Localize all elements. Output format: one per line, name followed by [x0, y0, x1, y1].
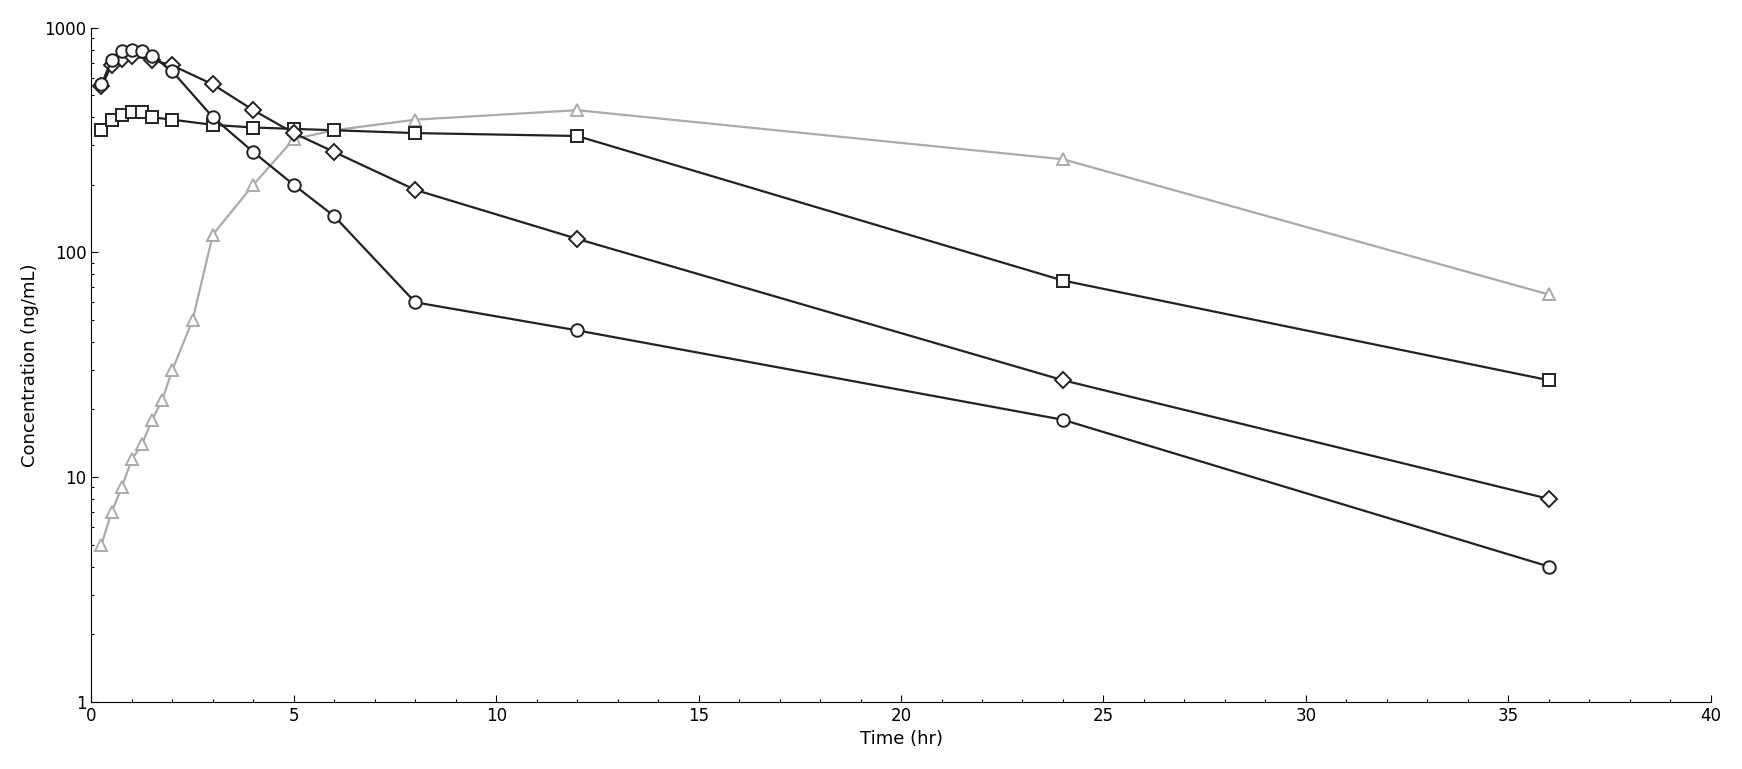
Circle (black) - metabolite immediate: [284, 180, 305, 189]
Triangle (gray) - extended release tramadol: [111, 483, 132, 492]
Diamond (black) - metabolite extended: [162, 61, 183, 70]
Circle (black) - metabolite immediate: [91, 80, 111, 89]
Line: Triangle (gray) - extended release tramadol: Triangle (gray) - extended release trama…: [96, 104, 1556, 551]
Diamond (black) - metabolite extended: [404, 185, 425, 195]
Diamond (black) - metabolite extended: [324, 148, 345, 157]
Square (black) - immediate release tramadol: [202, 120, 223, 129]
Triangle (gray) - extended release tramadol: [1052, 155, 1073, 164]
Line: Circle (black) - metabolite immediate: Circle (black) - metabolite immediate: [96, 43, 1556, 573]
Diamond (black) - metabolite extended: [202, 80, 223, 89]
Circle (black) - metabolite immediate: [404, 298, 425, 307]
Triangle (gray) - extended release tramadol: [141, 415, 162, 424]
Triangle (gray) - extended release tramadol: [132, 440, 153, 449]
Triangle (gray) - extended release tramadol: [122, 454, 143, 464]
Diamond (black) - metabolite extended: [101, 61, 122, 70]
Diamond (black) - metabolite extended: [141, 55, 162, 65]
Diamond (black) - metabolite extended: [1052, 375, 1073, 384]
Circle (black) - metabolite immediate: [1538, 562, 1559, 571]
X-axis label: Time (hr): Time (hr): [859, 731, 942, 748]
Circle (black) - metabolite immediate: [141, 52, 162, 61]
Diamond (black) - metabolite extended: [91, 82, 111, 91]
Triangle (gray) - extended release tramadol: [1538, 290, 1559, 299]
Circle (black) - metabolite immediate: [101, 55, 122, 65]
Circle (black) - metabolite immediate: [132, 46, 153, 55]
Square (black) - immediate release tramadol: [162, 115, 183, 125]
Diamond (black) - metabolite extended: [566, 235, 587, 244]
Square (black) - immediate release tramadol: [141, 112, 162, 122]
Triangle (gray) - extended release tramadol: [91, 540, 111, 549]
Triangle (gray) - extended release tramadol: [162, 365, 183, 375]
Y-axis label: Concentration (ng/mL): Concentration (ng/mL): [21, 263, 38, 467]
Line: Square (black) - immediate release tramadol: Square (black) - immediate release trama…: [96, 106, 1556, 387]
Square (black) - immediate release tramadol: [111, 110, 132, 119]
Diamond (black) - metabolite extended: [122, 52, 143, 61]
Square (black) - immediate release tramadol: [404, 128, 425, 138]
Square (black) - immediate release tramadol: [324, 125, 345, 135]
Triangle (gray) - extended release tramadol: [242, 180, 263, 189]
Line: Diamond (black) - metabolite extended: Diamond (black) - metabolite extended: [96, 50, 1554, 504]
Square (black) - immediate release tramadol: [132, 108, 153, 117]
Square (black) - immediate release tramadol: [1538, 375, 1559, 384]
Triangle (gray) - extended release tramadol: [152, 395, 172, 404]
Square (black) - immediate release tramadol: [91, 125, 111, 135]
Diamond (black) - metabolite extended: [242, 105, 263, 115]
Circle (black) - metabolite immediate: [242, 148, 263, 157]
Diamond (black) - metabolite extended: [284, 128, 305, 138]
Square (black) - immediate release tramadol: [242, 123, 263, 132]
Triangle (gray) - extended release tramadol: [324, 125, 345, 135]
Triangle (gray) - extended release tramadol: [284, 135, 305, 144]
Triangle (gray) - extended release tramadol: [183, 315, 204, 325]
Circle (black) - metabolite immediate: [122, 45, 143, 55]
Circle (black) - metabolite immediate: [1052, 415, 1073, 424]
Diamond (black) - metabolite extended: [111, 54, 132, 63]
Circle (black) - metabolite immediate: [202, 112, 223, 122]
Square (black) - immediate release tramadol: [566, 131, 587, 141]
Square (black) - immediate release tramadol: [101, 115, 122, 125]
Circle (black) - metabolite immediate: [162, 67, 183, 76]
Circle (black) - metabolite immediate: [324, 211, 345, 221]
Circle (black) - metabolite immediate: [566, 326, 587, 335]
Triangle (gray) - extended release tramadol: [202, 230, 223, 239]
Diamond (black) - metabolite extended: [1538, 494, 1559, 504]
Triangle (gray) - extended release tramadol: [404, 115, 425, 125]
Square (black) - immediate release tramadol: [122, 108, 143, 117]
Triangle (gray) - extended release tramadol: [101, 508, 122, 517]
Square (black) - immediate release tramadol: [284, 125, 305, 134]
Triangle (gray) - extended release tramadol: [566, 105, 587, 115]
Circle (black) - metabolite immediate: [111, 46, 132, 55]
Square (black) - immediate release tramadol: [1052, 276, 1073, 285]
